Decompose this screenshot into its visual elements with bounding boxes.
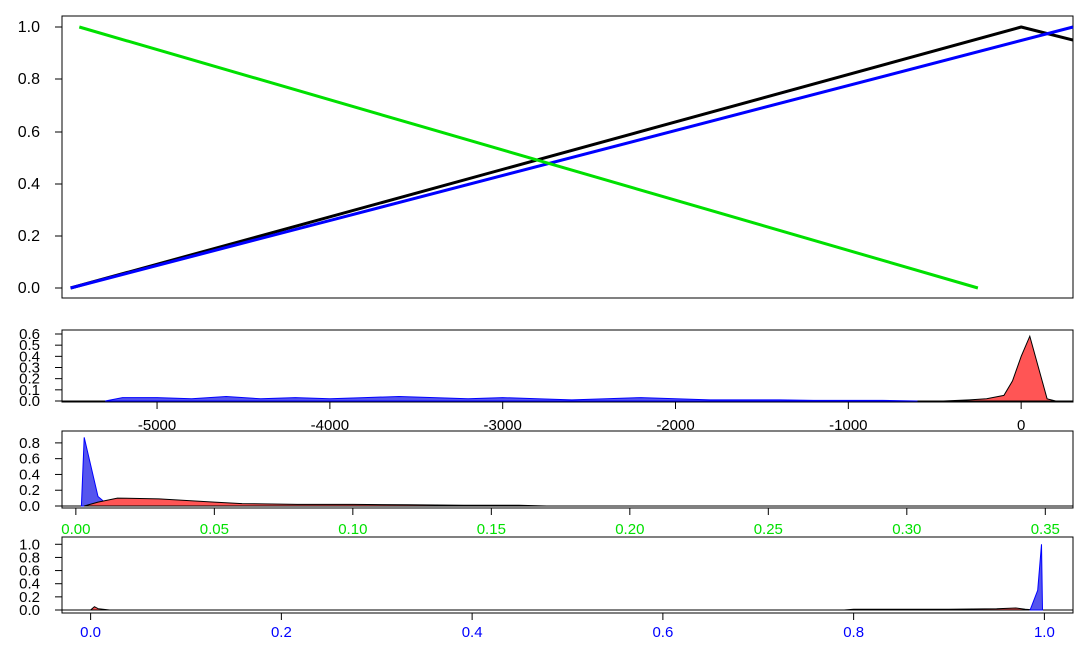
y-tick-label: 0.6 [19,451,40,468]
y-tick-label: 1.0 [19,536,40,553]
series-line [78,25,979,290]
density-area [943,334,1056,402]
series-group [70,25,1074,290]
plot-frame [61,15,1074,299]
x-axis: -5000 -4000 -3000 -2000 -1000 0 [138,401,1025,434]
y-tick-label: 0.8 [19,435,40,452]
x-tick-label: -5000 [138,417,176,434]
x-tick-label: 0.20 [615,521,644,538]
x-tick-label: -2000 [656,417,694,434]
x-tick-label: 0.6 [652,624,673,641]
y-tick-label: 0.5 [19,337,40,354]
y-tick-label: 0.4 [19,348,40,365]
y-axis: 0.00.20.40.60.81.0 [19,536,62,619]
plot-frame [61,536,1074,614]
x-tick-label: 0.2 [271,624,292,641]
x-tick-label: 0.35 [1031,521,1060,538]
x-tick-label: -3000 [484,417,522,434]
y-tick-label: 0.6 [18,124,40,141]
series-group [105,334,1056,402]
x-tick-label: 0.0 [80,624,101,641]
density-area [105,395,918,402]
x-tick-label: 0.00 [61,521,90,538]
y-tick-label: 0.3 [19,360,40,377]
y-tick-label: 0.0 [18,280,40,297]
series-group [89,544,1044,611]
line-plot-panel: 0.0 0.2 0.4 0.6 0.8 1.0 [18,15,1074,299]
x-tick-label: -1000 [829,417,867,434]
density-area [80,437,111,507]
x-tick-label: 1.0 [1034,624,1055,641]
density-panel-2: 0.00.20.40.60.8 0.00 0.05 0.10 0.15 0.20 0.25… [19,430,1074,538]
y-tick-label: 0.8 [18,71,40,88]
y-tick-label: 0.2 [19,371,40,388]
density-panel-3: 0.00.20.40.60.81.0 0.0 0.2 0.4 0.6 0.8 1.0 [19,536,1074,641]
series-group [80,437,547,507]
x-tick-label: 0 [1017,417,1025,434]
y-tick-label: 1.0 [18,19,40,36]
y-axis: 0.0 0.2 0.4 0.6 0.8 1.0 [18,19,62,297]
y-tick-label: 0.4 [19,576,40,593]
x-tick-label: 0.05 [200,521,229,538]
y-tick-label: 0.1 [19,382,40,399]
density-panel-1: 0.00.10.20.30.40.50.6 -5000 -4000 -3000 -20… [19,326,1074,434]
y-tick-label: 0.8 [19,549,40,566]
y-tick-label: 0.0 [19,393,40,410]
y-tick-label: 0.2 [18,228,40,245]
y-tick-label: 0.6 [19,326,40,343]
density-area [89,606,1035,611]
y-tick-label: 0.4 [19,466,40,483]
series-line [70,25,1074,290]
x-tick-label: 0.4 [462,624,483,641]
series-line [70,25,1074,290]
y-axis: 0.00.20.40.60.8 [19,435,62,515]
x-axis: 0.0 0.2 0.4 0.6 0.8 1.0 [80,612,1055,641]
density-area [1029,544,1044,611]
y-tick-label: 0.4 [18,176,40,193]
y-tick-label: 0.0 [19,498,40,515]
x-tick-label: 0.15 [477,521,506,538]
y-tick-label: 0.2 [19,482,40,499]
y-tick-label: 0.0 [19,602,40,619]
x-tick-label: -4000 [311,417,349,434]
x-tick-label: 0.25 [754,521,783,538]
y-axis: 0.00.10.20.30.40.50.6 [19,326,62,410]
x-tick-label: 0.10 [338,521,367,538]
x-axis: 0.00 0.05 0.10 0.15 0.20 0.25 0.30 0.35 [61,507,1060,538]
x-tick-label: 0.8 [843,624,864,641]
plot-frame [61,329,1074,403]
y-tick-label: 0.6 [19,563,40,580]
x-tick-label: 0.30 [892,521,921,538]
density-area [84,497,547,507]
plot-frame [61,430,1074,509]
y-tick-label: 0.2 [19,589,40,606]
